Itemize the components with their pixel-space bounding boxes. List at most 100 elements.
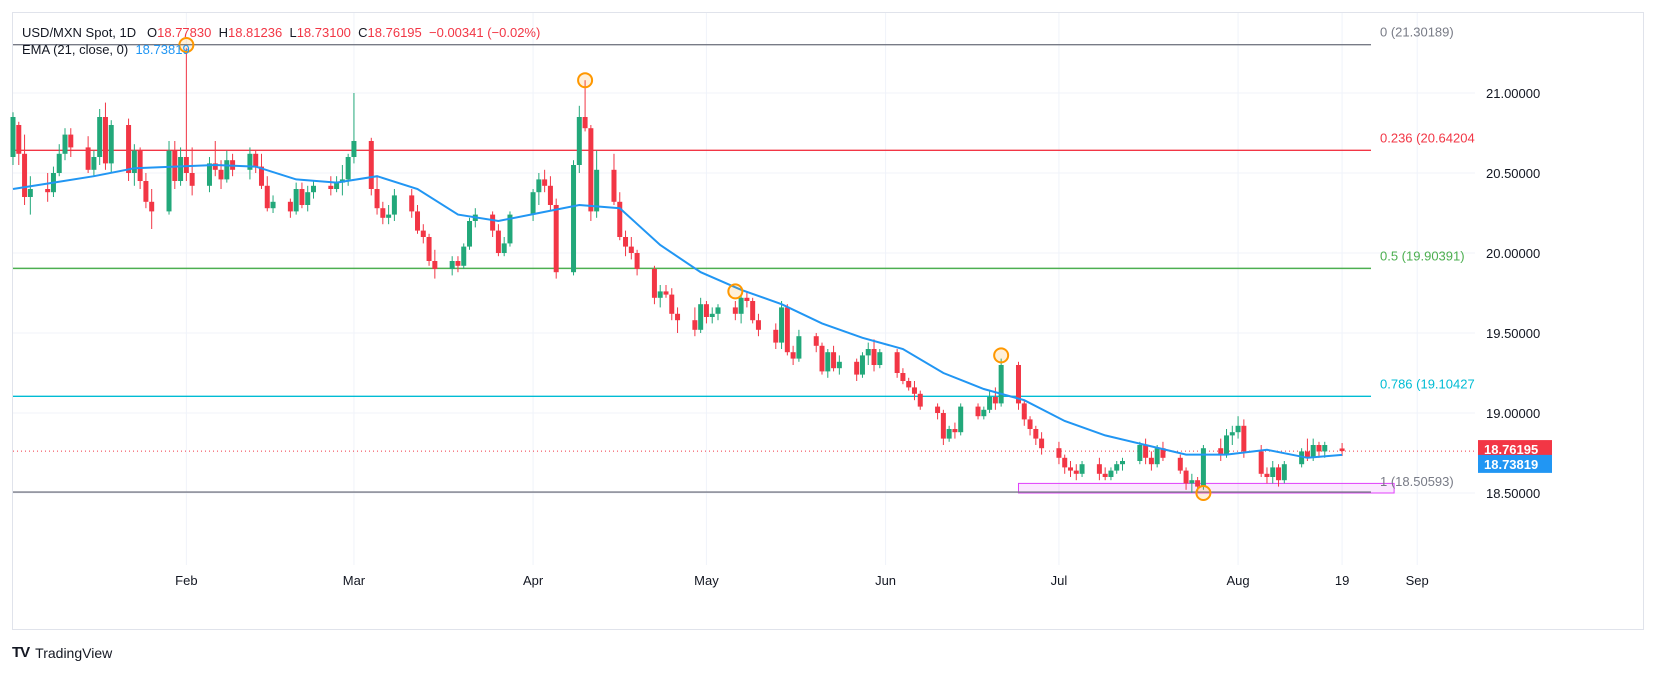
candle-body [1154,448,1160,465]
candle-body [1027,419,1033,429]
candle-body [542,179,548,186]
x-tick-label: Feb [175,573,197,588]
x-tick-label: May [694,573,719,588]
candle-body [137,150,143,181]
candle-body [68,134,74,148]
price-tag-label: 18.73819 [1484,457,1538,472]
candle-body [911,387,917,394]
chart-frame [12,12,1644,630]
candle-body [131,150,137,173]
candle-body [819,345,825,372]
candle-body [1096,464,1102,474]
ohlc-line: USD/MXN Spot, 1D O18.77830 H18.81236 L18… [22,24,540,41]
candle-body [1258,451,1264,474]
candle-body [328,185,334,189]
candle-body [576,117,582,165]
candle-body [894,352,900,373]
candle-body [1067,467,1073,471]
tradingview-logo-text: TradingView [35,644,113,661]
candle-body [189,173,195,186]
candle-body [738,297,744,314]
candle-body [698,304,704,330]
ema-line: EMA (21, close, 0) 18.73819 [22,41,540,58]
candle-body [415,211,421,231]
candle-body [1021,403,1027,420]
y-tick-label: 18.50000 [1486,486,1540,501]
candle-body [467,221,473,247]
close-label: C [358,25,368,40]
candle-body [10,117,16,157]
candle-body [975,406,981,417]
candle-body [611,169,617,202]
candle-body [27,189,33,197]
candle-body [178,157,184,181]
candle-body [1241,425,1247,452]
candle-body [91,157,97,170]
y-tick-label: 20.50000 [1486,166,1540,181]
candle-body [773,329,779,343]
candle-body [1114,464,1120,471]
candle-body [796,336,802,359]
candle-body [1235,425,1241,433]
candle-body [490,214,496,231]
x-tick-label: 19 [1335,573,1349,588]
tradingview-logo[interactable]: TV TradingView [12,644,112,661]
candle-body [334,182,340,189]
candle-body [218,169,224,180]
y-tick-label: 19.50000 [1486,326,1540,341]
candle-body [634,253,640,269]
x-tick-label: Apr [523,573,544,588]
candle-body [1079,464,1085,474]
pivot-marker [178,37,195,53]
fib-level-label: 0 (21.30189) [1380,25,1454,40]
fib-level-label: 1 (18.50593) [1380,474,1454,489]
y-tick-label: 21.00000 [1486,86,1540,101]
fib-level-label: 0.786 (19.10427 [1380,376,1475,391]
chart-legend: USD/MXN Spot, 1D O18.77830 H18.81236 L18… [22,24,540,58]
candle-body [455,261,461,266]
candle-body [744,297,750,301]
candle-body [588,128,594,212]
candle-body [825,352,831,372]
high-value: 18.81236 [227,25,283,40]
candle-body [1224,435,1230,455]
ema-label[interactable]: EMA (21, close, 0) [22,42,129,57]
candle-body [224,160,230,180]
candle-body [1218,448,1224,455]
x-tick-label: Sep [1406,573,1429,588]
candle-body [790,352,796,359]
symbol-title[interactable]: USD/MXN Spot, 1D [22,25,137,40]
candle-body [1039,438,1045,449]
candle-body [628,246,634,253]
candle-body [1073,470,1079,474]
candle-body [1276,467,1282,481]
y-tick-label: 19.00000 [1486,406,1540,421]
candle-body [854,361,860,375]
candle-body [143,181,149,202]
candle-body [917,393,923,407]
candle-body [293,189,299,212]
pivot-marker [1195,485,1212,501]
candle-body [16,125,22,154]
candle-body [998,365,1004,404]
candle-body [750,301,756,321]
x-tick-label: Aug [1227,573,1250,588]
candle-body [108,125,114,164]
candle-body [1120,461,1126,465]
candle-body [368,141,374,189]
candle-body [264,185,270,209]
candle-body [813,336,819,346]
candle-body [449,261,455,269]
candle-body [310,185,316,193]
candle-body [692,320,698,330]
candle-body [755,320,761,330]
candle-body [715,307,721,314]
candle-body [1062,457,1068,468]
support-zone [1017,482,1395,494]
candle-body [1195,480,1201,487]
candle-body [409,195,415,212]
candle-body [935,406,941,413]
candle-body [287,201,293,212]
candle-body [85,147,91,170]
